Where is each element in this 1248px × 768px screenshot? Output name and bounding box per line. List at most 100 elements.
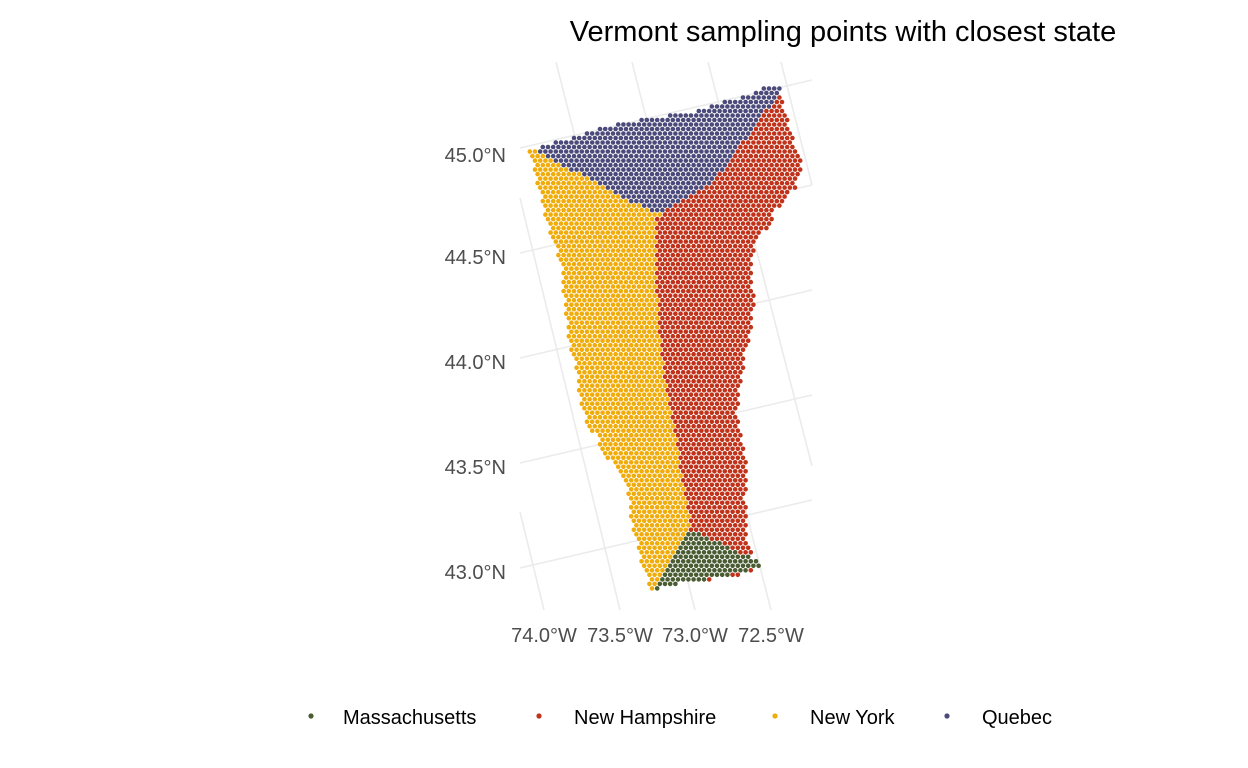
sample-point <box>691 387 696 393</box>
sample-point <box>725 410 730 416</box>
sample-point <box>730 545 735 551</box>
sample-point <box>743 550 748 555</box>
sample-point <box>735 383 741 389</box>
sample-point <box>691 126 696 132</box>
sample-point <box>735 203 741 208</box>
sample-point <box>670 514 676 519</box>
sample-point <box>748 261 754 267</box>
sample-point <box>745 545 751 551</box>
sample-point <box>680 451 686 456</box>
sample-point <box>600 176 605 181</box>
sample-point <box>673 365 678 371</box>
sample-point <box>693 149 699 154</box>
sample-point <box>628 162 634 168</box>
sample-point <box>722 414 728 420</box>
sample-point <box>735 518 741 524</box>
sample-point <box>678 347 683 353</box>
sample-point <box>704 527 709 533</box>
sample-point <box>722 216 728 222</box>
sample-point <box>782 176 787 181</box>
sample-point <box>714 113 720 118</box>
sample-point <box>569 347 574 353</box>
sample-point <box>615 284 621 289</box>
sample-point <box>743 342 748 348</box>
sample-point <box>628 378 634 384</box>
sample-point <box>610 302 616 308</box>
sample-point <box>621 185 626 190</box>
sample-point <box>701 568 707 573</box>
sample-point <box>569 194 574 199</box>
sample-point <box>678 473 683 479</box>
sample-point <box>704 500 709 506</box>
sample-point <box>693 446 699 452</box>
sample-point <box>740 167 746 172</box>
sample-point <box>712 442 717 447</box>
sample-point <box>732 252 738 258</box>
sample-point <box>680 460 686 465</box>
sample-point <box>758 189 764 195</box>
sample-point <box>753 225 759 231</box>
sample-point <box>693 410 699 416</box>
sample-point <box>745 311 751 317</box>
sample-point <box>748 559 754 564</box>
sample-point <box>652 257 657 262</box>
sample-point <box>550 171 556 177</box>
sample-point <box>644 180 650 186</box>
sample-point <box>641 455 647 461</box>
sample-point <box>680 252 686 258</box>
sample-point <box>743 460 748 465</box>
sample-point <box>751 563 756 569</box>
sample-point <box>740 212 746 217</box>
sample-point <box>628 487 634 492</box>
sample-point <box>647 248 652 253</box>
sample-point <box>660 333 665 339</box>
meridian-line <box>780 61 813 186</box>
sample-point <box>657 230 663 235</box>
sample-point <box>636 176 642 181</box>
sample-point <box>693 482 699 488</box>
sample-point <box>634 505 639 510</box>
sample-point <box>764 99 769 105</box>
sample-point <box>631 266 637 271</box>
sample-point <box>649 252 655 258</box>
sample-point <box>680 369 686 375</box>
sample-point <box>738 514 743 519</box>
sample-point <box>639 216 644 222</box>
sample-point <box>667 545 673 551</box>
sample-point <box>797 158 803 163</box>
legend-item-massachusetts: Massachusetts <box>308 707 476 729</box>
sample-point <box>683 518 689 524</box>
sample-point <box>704 518 709 524</box>
sample-point <box>660 559 665 564</box>
sample-point <box>769 171 774 177</box>
sample-point <box>680 126 686 132</box>
sample-point <box>787 185 793 190</box>
sample-point <box>597 162 603 168</box>
sample-point <box>582 306 587 312</box>
sample-point <box>727 414 733 420</box>
sample-point <box>766 131 772 136</box>
sample-point <box>730 554 735 560</box>
sample-point <box>558 221 564 226</box>
sample-point <box>678 437 683 443</box>
sample-point <box>608 405 613 411</box>
sample-point <box>712 252 717 258</box>
sample-point <box>701 496 707 501</box>
sample-point <box>696 387 702 393</box>
sample-point <box>644 225 650 231</box>
sample-point <box>613 387 618 393</box>
sample-point <box>621 356 626 362</box>
sample-point <box>615 401 621 407</box>
sample-point <box>714 500 720 506</box>
sample-point <box>600 212 605 217</box>
sample-point <box>730 509 735 515</box>
sample-point <box>667 455 673 461</box>
sample-point <box>628 369 634 375</box>
sample-point <box>751 131 756 136</box>
sample-point <box>595 140 600 145</box>
sample-point <box>730 410 735 416</box>
sample-point <box>699 203 704 208</box>
sample-point <box>725 437 730 443</box>
sample-point <box>595 266 600 271</box>
sample-point <box>634 279 639 285</box>
